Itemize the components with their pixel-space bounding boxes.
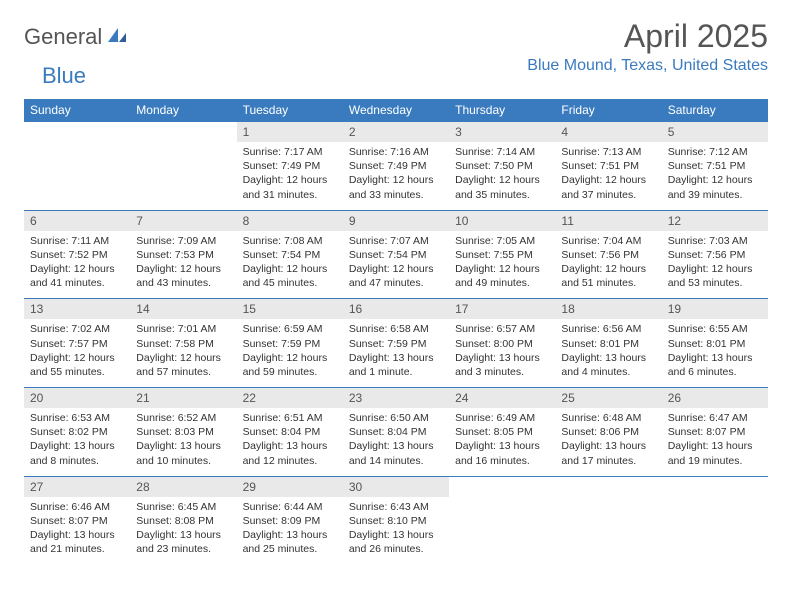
title-block: April 2025 Blue Mound, Texas, United Sta… (527, 18, 768, 75)
day-detail-cell: Sunrise: 7:09 AMSunset: 7:53 PMDaylight:… (130, 231, 236, 299)
day-detail-row: Sunrise: 7:17 AMSunset: 7:49 PMDaylight:… (24, 142, 768, 210)
day-detail-row: Sunrise: 6:53 AMSunset: 8:02 PMDaylight:… (24, 408, 768, 476)
day-number-cell: 8 (237, 210, 343, 231)
day-detail-cell: Sunrise: 7:04 AMSunset: 7:56 PMDaylight:… (555, 231, 661, 299)
day-number-cell: 1 (237, 122, 343, 143)
day-detail-row: Sunrise: 7:02 AMSunset: 7:57 PMDaylight:… (24, 319, 768, 387)
weekday-header: Monday (130, 99, 236, 122)
day-detail-cell: Sunrise: 7:01 AMSunset: 7:58 PMDaylight:… (130, 319, 236, 387)
day-number-cell: 13 (24, 299, 130, 320)
day-number-cell: 11 (555, 210, 661, 231)
day-number-cell: 28 (130, 476, 236, 497)
day-detail-cell: Sunrise: 6:56 AMSunset: 8:01 PMDaylight:… (555, 319, 661, 387)
day-number-cell: 30 (343, 476, 449, 497)
day-detail-cell: Sunrise: 7:05 AMSunset: 7:55 PMDaylight:… (449, 231, 555, 299)
location: Blue Mound, Texas, United States (527, 57, 768, 75)
day-number-row: 13141516171819 (24, 299, 768, 320)
day-number-cell (662, 476, 768, 497)
day-number-cell: 3 (449, 122, 555, 143)
weekday-header: Thursday (449, 99, 555, 122)
day-number-row: 6789101112 (24, 210, 768, 231)
weekday-header-row: Sunday Monday Tuesday Wednesday Thursday… (24, 99, 768, 122)
calendar-body: 12345Sunrise: 7:17 AMSunset: 7:49 PMDayl… (24, 122, 768, 565)
day-detail-cell (449, 497, 555, 565)
weekday-header: Wednesday (343, 99, 449, 122)
day-detail-cell: Sunrise: 7:07 AMSunset: 7:54 PMDaylight:… (343, 231, 449, 299)
day-number-cell: 15 (237, 299, 343, 320)
day-detail-row: Sunrise: 6:46 AMSunset: 8:07 PMDaylight:… (24, 497, 768, 565)
day-number-cell: 9 (343, 210, 449, 231)
day-number-cell: 10 (449, 210, 555, 231)
day-detail-cell: Sunrise: 7:17 AMSunset: 7:49 PMDaylight:… (237, 142, 343, 210)
day-number-cell: 16 (343, 299, 449, 320)
day-detail-cell: Sunrise: 6:50 AMSunset: 8:04 PMDaylight:… (343, 408, 449, 476)
day-detail-cell: Sunrise: 7:12 AMSunset: 7:51 PMDaylight:… (662, 142, 768, 210)
day-detail-cell: Sunrise: 6:44 AMSunset: 8:09 PMDaylight:… (237, 497, 343, 565)
day-detail-cell: Sunrise: 7:14 AMSunset: 7:50 PMDaylight:… (449, 142, 555, 210)
day-number-cell: 24 (449, 388, 555, 409)
day-detail-cell: Sunrise: 6:52 AMSunset: 8:03 PMDaylight:… (130, 408, 236, 476)
day-detail-cell: Sunrise: 6:49 AMSunset: 8:05 PMDaylight:… (449, 408, 555, 476)
day-number-cell: 5 (662, 122, 768, 143)
day-number-cell: 14 (130, 299, 236, 320)
logo-text-blue: Blue (42, 63, 86, 89)
day-number-row: 20212223242526 (24, 388, 768, 409)
day-detail-row: Sunrise: 7:11 AMSunset: 7:52 PMDaylight:… (24, 231, 768, 299)
day-number-cell (555, 476, 661, 497)
day-detail-cell: Sunrise: 6:45 AMSunset: 8:08 PMDaylight:… (130, 497, 236, 565)
weekday-header: Tuesday (237, 99, 343, 122)
day-detail-cell (555, 497, 661, 565)
day-detail-cell: Sunrise: 7:03 AMSunset: 7:56 PMDaylight:… (662, 231, 768, 299)
day-number-cell: 23 (343, 388, 449, 409)
day-number-cell: 17 (449, 299, 555, 320)
day-number-cell: 29 (237, 476, 343, 497)
logo-sail-icon (106, 26, 128, 49)
day-detail-cell: Sunrise: 6:43 AMSunset: 8:10 PMDaylight:… (343, 497, 449, 565)
month-title: April 2025 (527, 18, 768, 55)
day-detail-cell: Sunrise: 6:51 AMSunset: 8:04 PMDaylight:… (237, 408, 343, 476)
day-detail-cell: Sunrise: 6:59 AMSunset: 7:59 PMDaylight:… (237, 319, 343, 387)
day-detail-cell: Sunrise: 6:57 AMSunset: 8:00 PMDaylight:… (449, 319, 555, 387)
weekday-header: Friday (555, 99, 661, 122)
day-detail-cell: Sunrise: 6:47 AMSunset: 8:07 PMDaylight:… (662, 408, 768, 476)
day-detail-cell (24, 142, 130, 210)
day-number-cell (449, 476, 555, 497)
day-number-cell: 7 (130, 210, 236, 231)
day-detail-cell: Sunrise: 6:46 AMSunset: 8:07 PMDaylight:… (24, 497, 130, 565)
day-number-cell: 26 (662, 388, 768, 409)
day-detail-cell: Sunrise: 6:48 AMSunset: 8:06 PMDaylight:… (555, 408, 661, 476)
weekday-header: Saturday (662, 99, 768, 122)
day-number-cell (130, 122, 236, 143)
day-number-cell: 25 (555, 388, 661, 409)
day-number-cell: 2 (343, 122, 449, 143)
day-number-row: 12345 (24, 122, 768, 143)
day-number-cell (24, 122, 130, 143)
day-number-cell: 18 (555, 299, 661, 320)
day-detail-cell: Sunrise: 6:55 AMSunset: 8:01 PMDaylight:… (662, 319, 768, 387)
day-number-cell: 21 (130, 388, 236, 409)
day-number-cell: 4 (555, 122, 661, 143)
day-detail-cell: Sunrise: 7:16 AMSunset: 7:49 PMDaylight:… (343, 142, 449, 210)
day-number-cell: 20 (24, 388, 130, 409)
day-number-cell: 27 (24, 476, 130, 497)
calendar-table: Sunday Monday Tuesday Wednesday Thursday… (24, 99, 768, 564)
day-detail-cell: Sunrise: 6:53 AMSunset: 8:02 PMDaylight:… (24, 408, 130, 476)
day-number-cell: 12 (662, 210, 768, 231)
day-detail-cell (130, 142, 236, 210)
day-detail-cell: Sunrise: 7:08 AMSunset: 7:54 PMDaylight:… (237, 231, 343, 299)
weekday-header: Sunday (24, 99, 130, 122)
logo-text-general: General (24, 24, 102, 50)
day-number-cell: 22 (237, 388, 343, 409)
day-detail-cell: Sunrise: 7:02 AMSunset: 7:57 PMDaylight:… (24, 319, 130, 387)
logo: General (24, 24, 130, 50)
day-detail-cell: Sunrise: 7:13 AMSunset: 7:51 PMDaylight:… (555, 142, 661, 210)
day-number-cell: 19 (662, 299, 768, 320)
day-detail-cell: Sunrise: 7:11 AMSunset: 7:52 PMDaylight:… (24, 231, 130, 299)
day-detail-cell: Sunrise: 6:58 AMSunset: 7:59 PMDaylight:… (343, 319, 449, 387)
day-number-row: 27282930 (24, 476, 768, 497)
day-detail-cell (662, 497, 768, 565)
day-number-cell: 6 (24, 210, 130, 231)
